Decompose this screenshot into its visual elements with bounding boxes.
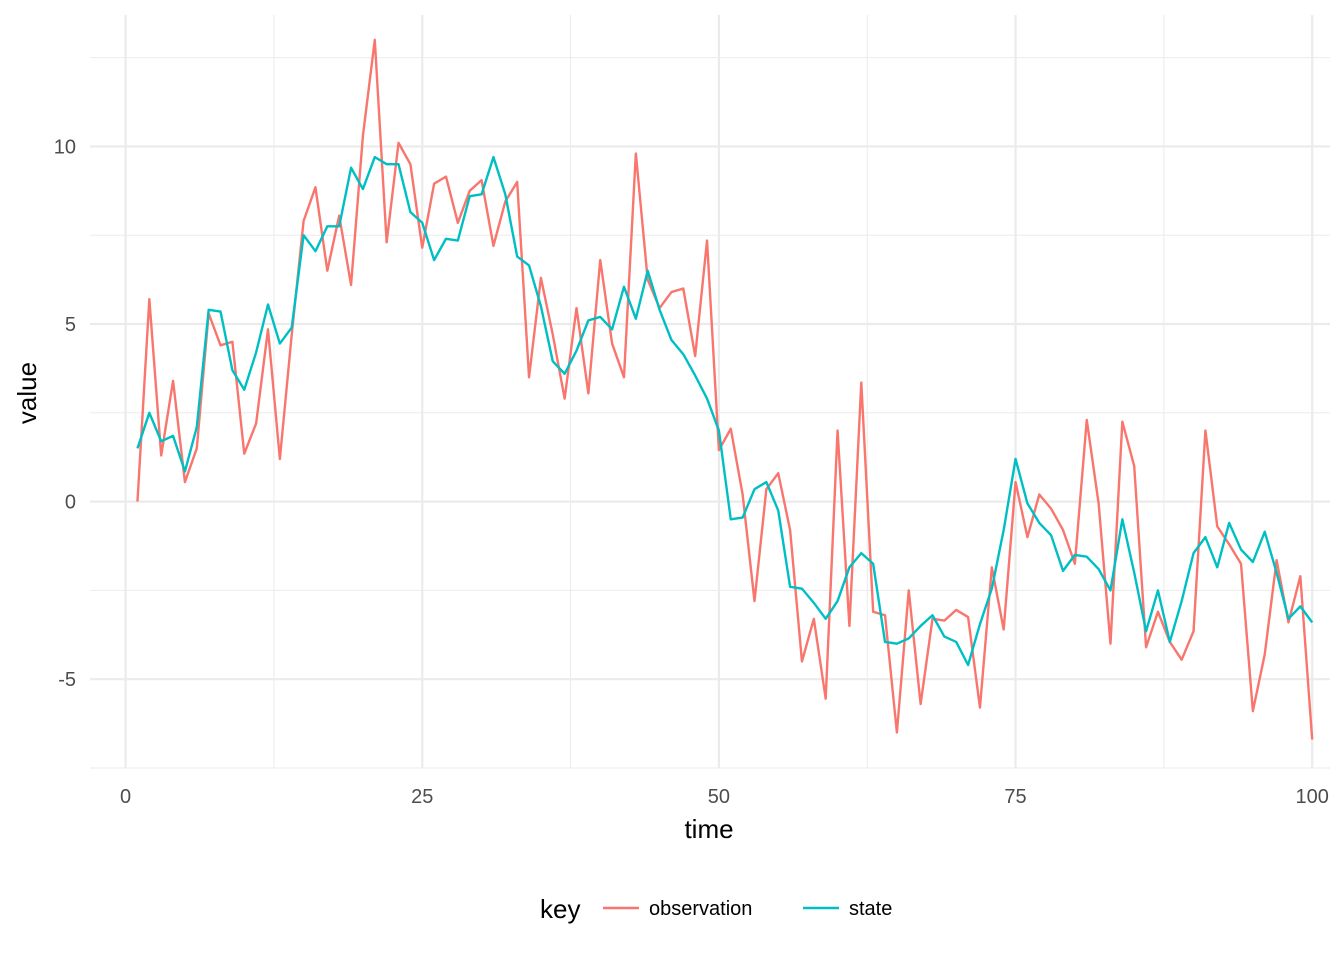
x-tick-labels: 0 25 50 75 100 <box>120 786 1329 808</box>
y-tick-label: 5 <box>65 314 76 336</box>
legend-label-observation: observation <box>649 898 752 920</box>
y-tick-labels: -5 0 5 10 <box>54 136 76 691</box>
x-tick-label: 100 <box>1296 786 1329 808</box>
legend-label-state: state <box>849 898 892 920</box>
y-tick-label: 0 <box>65 492 76 514</box>
legend-entries: observation state <box>603 898 892 920</box>
x-tick-label: 75 <box>1004 786 1026 808</box>
x-axis-title: time <box>684 814 733 844</box>
grid-layer <box>90 15 1330 769</box>
series-layer <box>136 38 1314 740</box>
x-tick-label: 25 <box>411 786 433 808</box>
legend: key observation state <box>540 894 892 924</box>
series-line-observation <box>136 38 1314 740</box>
y-tick-label: 10 <box>54 136 76 158</box>
legend-title: key <box>540 894 580 924</box>
x-tick-label: 50 <box>708 786 730 808</box>
series-line-state <box>136 155 1314 667</box>
axis-layer: 0 25 50 75 100 -5 0 5 10 time value <box>12 136 1329 844</box>
y-tick-label: -5 <box>58 669 76 691</box>
y-axis-title: value <box>12 362 42 424</box>
x-tick-label: 0 <box>120 786 131 808</box>
